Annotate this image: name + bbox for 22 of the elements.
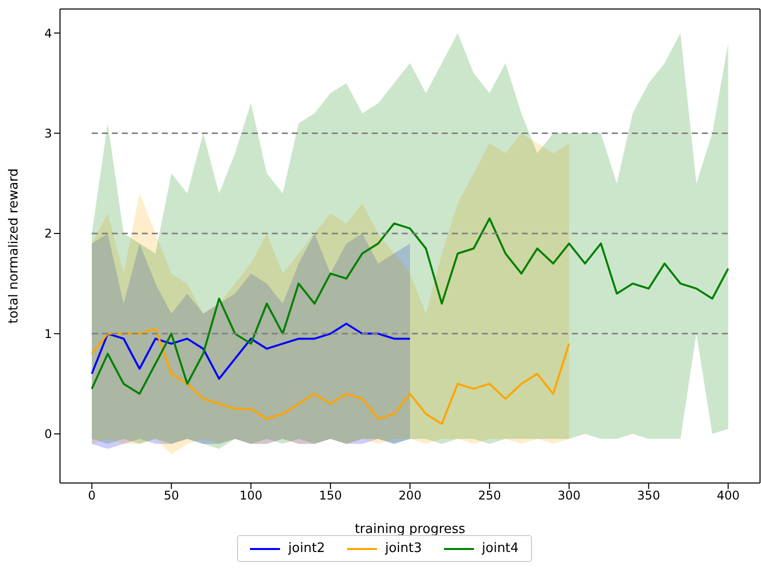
y-tick-label: 0 [44, 427, 52, 442]
y-tick-label: 1 [44, 326, 52, 341]
x-tick-label: 100 [239, 488, 262, 503]
x-tick-label: 400 [716, 488, 740, 503]
x-tick-label: 350 [637, 488, 660, 503]
x-tick-label: 300 [558, 488, 581, 503]
x-tick-label: 0 [88, 488, 96, 503]
x-tick-label: 200 [398, 488, 422, 503]
x-tick-label: 50 [164, 488, 180, 503]
y-tick-label: 2 [44, 226, 52, 241]
y-tick-label: 4 [44, 26, 52, 40]
legend-label: joint4 [482, 541, 519, 556]
legend-label: joint3 [385, 541, 422, 556]
y-tick-label: 3 [44, 126, 52, 141]
x-tick-label: 150 [319, 488, 342, 503]
x-axis-title: training progress [354, 522, 466, 537]
legend-label: joint2 [288, 541, 326, 556]
line-series [90, 328, 570, 425]
line-series [90, 217, 730, 395]
line-series [90, 322, 411, 380]
x-tick-label: 250 [478, 488, 501, 503]
y-axis-title: total normalized reward [6, 168, 22, 324]
